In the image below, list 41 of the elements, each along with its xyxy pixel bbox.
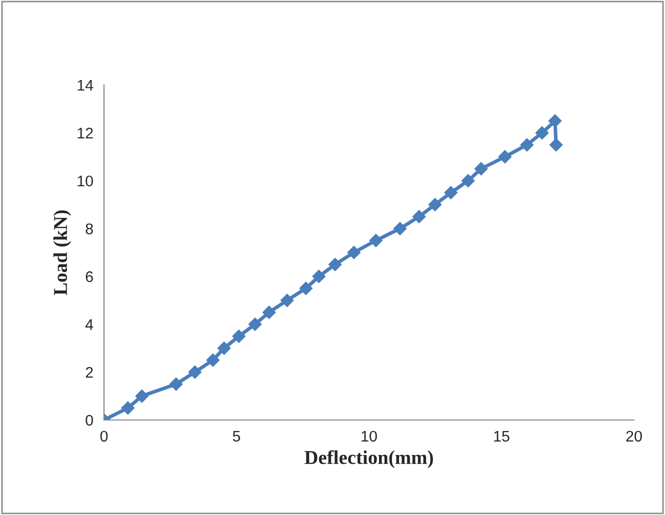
point — [121, 401, 134, 415]
point — [520, 138, 534, 152]
point — [232, 330, 246, 343]
x-tick-label: 5 — [232, 430, 240, 442]
point — [135, 389, 148, 403]
x-tick-label: 0 — [100, 430, 108, 442]
x-tick-label: 20 — [626, 430, 642, 442]
y-tick-label: 2 — [86, 367, 93, 378]
y-tick-label: 4 — [85, 319, 94, 330]
point — [462, 174, 475, 188]
point — [217, 342, 231, 355]
point — [550, 138, 563, 152]
y-axis-title: Load (kN) — [53, 210, 72, 296]
point — [169, 378, 183, 391]
point — [412, 210, 426, 224]
point — [206, 354, 220, 367]
point — [280, 294, 294, 307]
point — [444, 186, 458, 200]
y-tick-label: 6 — [86, 271, 93, 282]
x-tick-label: 15 — [494, 430, 510, 442]
point — [548, 114, 562, 128]
y-tick-label: 14 — [78, 80, 94, 91]
y-tick-label: 0 — [86, 414, 93, 426]
point — [369, 234, 382, 248]
point — [347, 246, 360, 260]
y-tick-label: 12 — [78, 128, 93, 138]
y-tick-label: 10 — [78, 176, 93, 186]
point — [262, 306, 276, 319]
point — [328, 258, 342, 272]
point — [299, 282, 313, 295]
x-tick-label: 10 — [362, 430, 377, 442]
y-tick-label: 8 — [86, 223, 93, 234]
point — [393, 222, 407, 236]
point — [498, 150, 512, 164]
point — [188, 366, 202, 379]
point — [248, 318, 262, 331]
point — [312, 270, 326, 284]
point — [474, 162, 488, 176]
x-axis-title: Deflection(mm) — [304, 450, 433, 468]
point — [535, 126, 549, 140]
point — [428, 198, 442, 212]
